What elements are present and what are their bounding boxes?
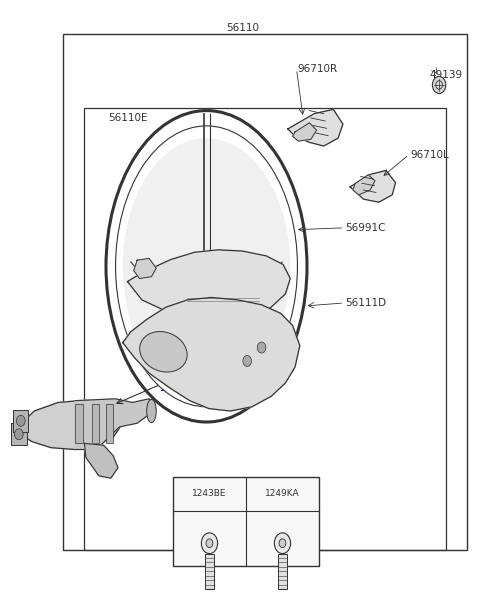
Bar [205,554,214,589]
Polygon shape [288,110,343,146]
Polygon shape [128,250,290,321]
Circle shape [201,533,217,554]
Ellipse shape [147,400,156,423]
Bar [173,477,319,565]
Polygon shape [19,401,123,449]
Text: 96710R: 96710R [298,64,337,74]
Polygon shape [293,123,317,141]
Circle shape [432,76,446,94]
Bar [75,404,84,443]
Bar [13,410,28,432]
Bar [11,424,26,445]
Bar [84,108,446,550]
Circle shape [257,342,266,353]
Circle shape [243,356,252,367]
Circle shape [279,539,286,548]
Text: 1243BE: 1243BE [192,489,227,498]
Text: 56110E: 56110E [108,113,148,123]
Bar [106,404,113,443]
Text: 49139: 49139 [429,70,462,80]
Circle shape [14,429,23,440]
Circle shape [206,539,213,548]
Bar [278,554,287,589]
Circle shape [16,416,25,427]
Polygon shape [84,443,118,478]
Bar [92,404,99,443]
Text: 1249KA: 1249KA [265,489,300,498]
Ellipse shape [116,126,298,407]
Polygon shape [123,297,300,411]
Polygon shape [75,399,154,449]
Bar [63,34,468,550]
Polygon shape [350,171,396,202]
Text: REF.56-563: REF.56-563 [161,379,216,389]
Polygon shape [134,258,156,278]
Text: 96710L: 96710L [410,149,449,160]
Ellipse shape [123,138,290,395]
Text: 56110: 56110 [226,23,259,33]
Ellipse shape [140,332,187,372]
Polygon shape [353,174,375,195]
Circle shape [275,533,290,554]
Text: 56111D: 56111D [345,298,386,308]
Text: 56991C: 56991C [345,223,386,233]
